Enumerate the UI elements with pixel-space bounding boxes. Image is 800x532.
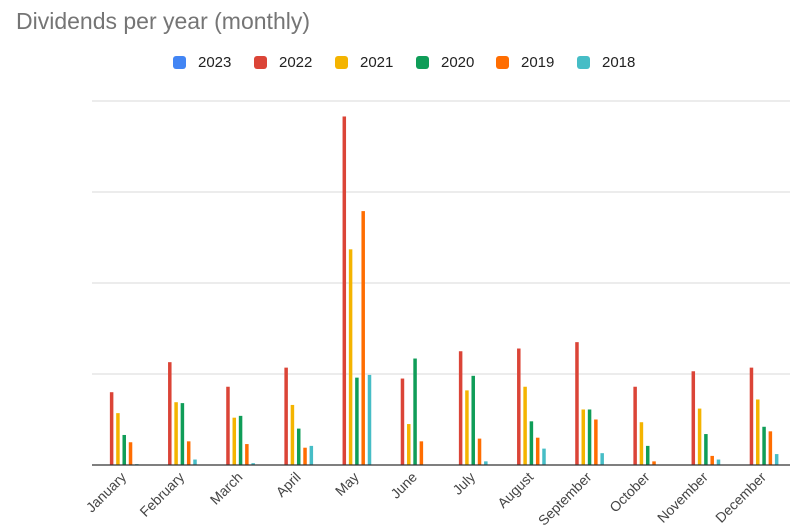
legend-item-2021: 2021	[335, 54, 393, 71]
bar-december-2020	[762, 426, 766, 465]
bar-november-2018	[716, 459, 721, 465]
bar-november-2022	[691, 371, 696, 465]
bar-september-2020	[587, 409, 592, 465]
bar-march-2022	[226, 386, 230, 465]
bar-october-2019	[652, 461, 656, 465]
legend-swatch-2021	[335, 56, 348, 69]
legend-item-2018: 2018	[577, 54, 635, 71]
bar-august-2021	[523, 386, 527, 465]
bar-november-2019	[710, 455, 714, 465]
x-tick-label: September	[535, 469, 595, 529]
bar-june-2021	[407, 424, 411, 465]
bar-february-2021	[174, 402, 178, 465]
bar-january-2020	[122, 434, 126, 465]
legend-swatch-2020	[416, 56, 429, 69]
bar-april-2022	[284, 367, 288, 465]
bar-november-2021	[697, 408, 702, 465]
bar-april-2018	[309, 445, 314, 465]
bar-july-2022	[458, 351, 463, 465]
legend-label-2022: 2022	[279, 54, 313, 71]
bar-october-2021	[639, 422, 644, 465]
bar-january-2019	[128, 442, 133, 465]
bar-august-2022	[517, 348, 521, 465]
bar-february-2018	[193, 459, 197, 465]
x-tick-label: February	[136, 469, 187, 520]
bar-april-2019	[303, 447, 307, 465]
legend-label-2021: 2021	[360, 54, 394, 71]
x-tick-label: August	[494, 469, 536, 511]
bar-january-2022	[109, 392, 114, 465]
bar-june-2019	[419, 441, 424, 465]
x-tick-label: December	[712, 469, 769, 526]
bar-june-2022	[400, 378, 405, 465]
bar-may-2020	[355, 377, 359, 465]
bar-march-2018	[251, 463, 255, 465]
bar-may-2022	[342, 116, 347, 465]
bar-january-2021	[116, 413, 120, 465]
x-tick-label: April	[273, 469, 304, 500]
bar-march-2020	[238, 415, 243, 465]
bar-november-2020	[704, 434, 708, 465]
x-tick-label: January	[83, 469, 130, 516]
legend-swatch-2019	[496, 56, 509, 69]
chart-title: Dividends per year (monthly)	[16, 8, 311, 34]
x-tick-label: May	[332, 469, 362, 499]
legend-item-2022: 2022	[254, 54, 312, 71]
bar-june-2020	[413, 358, 417, 465]
legend-label-2018: 2018	[602, 54, 636, 71]
bar-december-2019	[768, 431, 773, 465]
legend-swatch-2018	[577, 56, 590, 69]
bar-may-2019	[361, 211, 365, 465]
bar-april-2021	[290, 404, 295, 465]
legend-swatch-2022	[254, 56, 267, 69]
x-tick-label: October	[606, 469, 653, 516]
bar-february-2019	[186, 441, 191, 465]
bar-july-2020	[471, 375, 475, 465]
bar-october-2020	[645, 445, 650, 465]
x-tick-label: November	[654, 469, 711, 526]
legend-label-2020: 2020	[441, 54, 475, 71]
bar-december-2021	[756, 399, 760, 465]
chart-legend: 2023 2022 2021 2020 2019 2018	[0, 54, 800, 78]
legend-item-2019: 2019	[496, 54, 554, 71]
bar-september-2021	[581, 409, 586, 465]
bar-february-2020	[180, 403, 185, 465]
bar-march-2021	[232, 417, 237, 465]
legend-item-2023: 2023	[173, 54, 231, 71]
x-tick-label: July	[449, 469, 478, 498]
bar-september-2018	[600, 453, 604, 465]
bar-july-2021	[465, 390, 469, 465]
bar-march-2019	[245, 444, 249, 465]
bar-august-2018	[542, 448, 546, 465]
bar-september-2022	[575, 342, 579, 465]
bar-february-2022	[168, 362, 172, 465]
bar-august-2019	[535, 437, 540, 465]
bar-september-2019	[594, 419, 598, 465]
bar-april-2020	[296, 428, 301, 465]
bar-july-2018	[484, 461, 488, 465]
legend-label-2019: 2019	[521, 54, 555, 71]
legend-item-2020: 2020	[416, 54, 474, 71]
bar-december-2018	[774, 454, 779, 465]
bar-december-2022	[749, 367, 754, 465]
bar-august-2020	[529, 421, 534, 465]
x-tick-label: March	[207, 469, 246, 508]
bar-may-2018	[367, 374, 372, 465]
legend-swatch-2023	[173, 56, 186, 69]
bar-may-2021	[348, 249, 353, 465]
bar-october-2022	[633, 386, 637, 465]
legend-label-2023: 2023	[198, 54, 232, 71]
x-tick-label: June	[387, 469, 420, 502]
bar-july-2019	[477, 438, 482, 465]
